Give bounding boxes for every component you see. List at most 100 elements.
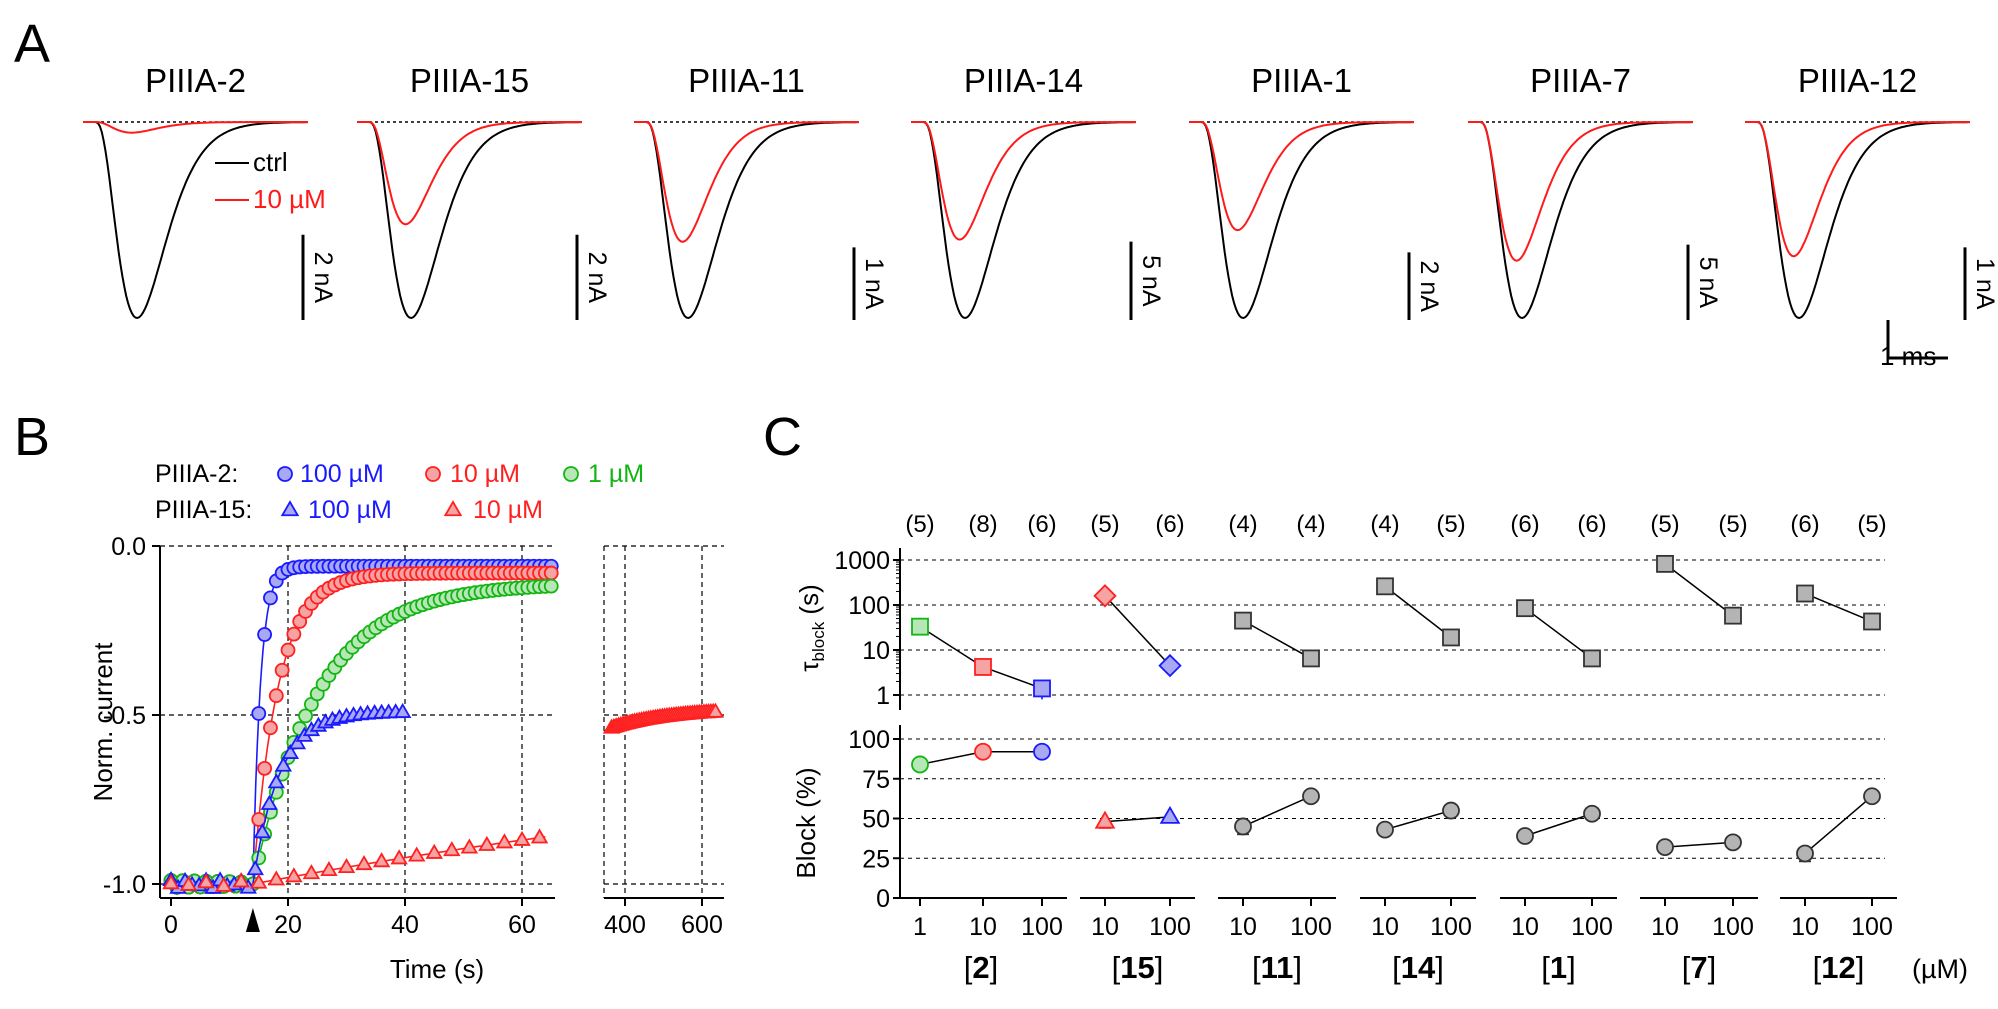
tau-line-15 [1104,595,1171,667]
tau-point-15-10 [1093,584,1117,608]
point-piiia-2-10-m [268,688,284,704]
group-bracket-close: ] [990,950,999,985]
n-label: (6) [1577,511,1606,538]
legend-ctrl-label: ctrl [253,147,288,177]
c-conc-label: 100 [1851,913,1893,941]
group-label-2: [2] [964,950,999,985]
time-scale-label: 1 ms [1880,341,1936,371]
legend-b-15-10-label: 10 µM [473,496,543,524]
group-bracket-open: [ [1541,950,1550,985]
point-piiia-15-10-m [214,876,233,892]
tau-point-7-100 [1724,606,1742,625]
n-label: (5) [1090,511,1119,538]
c-conc-label: 100 [1021,913,1063,941]
group-bracket-open: [ [1682,950,1691,985]
point-piiia-15-100-m [288,734,307,750]
tau-point-1-100 [1583,649,1601,668]
scale-label-piiia-12: 1 nA [1971,258,1998,310]
trace-title-piiia-11: PIIIA-11 [688,62,805,99]
block-point-15-100 [1159,805,1181,824]
block-point-2-100 [1033,742,1051,761]
point-piiia-15-10-m [478,835,496,851]
group-bracket-open: [ [1813,950,1822,985]
c-tau-symbol: τ [794,661,824,672]
toxin-trace-piiia-14 [911,121,1136,241]
panel-label-b: B [14,407,50,467]
panel-c-summary: (5) (8) (6) (5) (6) (4) (4) (4) (5) (6) (6) (5) (5) (… [834,511,1897,985]
b-y-tick-label: -1.0 [103,871,146,899]
tau-point-7-10 [1656,554,1674,573]
panel-b-timecourse: 0.0 -0.5 -1.0 0 20 40 60 400 600 [103,466,725,939]
group-bracket-close: ] [1435,950,1444,985]
point-piiia-15-100-m [267,773,286,789]
c-unit-label: (µM) [1912,954,1968,984]
c-tau-tick-label: 100 [848,592,890,620]
point-piiia-2-1-m [543,578,559,594]
n-label: (5) [1857,511,1886,538]
block-point-12-100 [1863,787,1881,806]
legend-b-marker-1 [425,466,441,482]
group-bracket-open: [ [1252,950,1261,985]
tau-line-12 [1804,592,1873,623]
tau-point-1-10 [1516,599,1534,618]
scale-label-piiia-15: 2 nA [583,252,611,304]
block-point-2-10 [974,742,992,761]
point-piiia-15-10-m [372,852,391,868]
block-line-11 [1242,795,1312,828]
point-piiia-2-10-m [274,662,290,678]
legend-b-marker-2 [563,466,579,482]
point-piiia-15-10-m [407,846,426,862]
block-line-14 [1384,809,1452,831]
group-label-1: [1] [1541,950,1576,985]
point-piiia-15-10-m-late [706,702,725,718]
point-piiia-15-100-m [274,756,293,772]
c-conc-label: 10 [969,913,997,941]
point-piiia-15-10-m [302,864,321,880]
n-label: (4) [1296,511,1325,538]
block-point-11-100 [1302,787,1320,806]
group-label-15: [15] [1112,950,1164,985]
b-x-tick-label: 0 [164,911,178,939]
block-point-1-10 [1516,827,1534,845]
legend-b-marker-3 [280,500,300,517]
c-tau-subscript: block [809,621,828,661]
c-block-axis-title: Block (%) [791,767,821,878]
n-label: (5) [1436,511,1465,538]
block-point-14-10 [1376,820,1394,839]
b-x-axis-title: Time (s) [390,954,484,984]
block-line-12 [1804,795,1873,855]
panel-label-c: C [763,407,802,467]
point-piiia-15-10-m [320,861,338,877]
panel-a-traces: PIIIA-2 2 nA PIIIA-15 2 nA PIIIA-11 1 nA PIIIA… [83,62,1998,360]
point-piiia-2-10-m [280,642,296,658]
group-label-7: [7] [1682,950,1717,985]
c-conc-label: 100 [1290,913,1332,941]
toxin-trace-piiia-15 [357,121,582,226]
trace-title-piiia-15: PIIIA-15 [410,62,529,99]
c-block-tick-label: 50 [862,806,890,834]
point-piiia-15-100-m [253,823,271,839]
c-block-tick-label: 100 [848,726,890,754]
scale-label-piiia-11: 1 nA [860,258,888,310]
c-conc-label: 100 [1149,913,1191,941]
scale-label-piiia-2: 2 nA [309,252,337,304]
tau-point-12-100 [1863,612,1881,631]
group-label-12: [12] [1813,950,1865,985]
point-piiia-15-10-m [197,873,215,889]
ctrl-trace-piiia-11 [634,121,859,320]
c-conc-label: 10 [1371,913,1399,941]
time-scale-bar [1886,320,1948,360]
block-point-15-10 [1094,810,1116,829]
tau-point-15-100 [1158,653,1182,678]
point-piiia-2-10-m [286,626,302,642]
group-number: 14 [1401,950,1436,985]
c-tau-axis-title: τblock (s) [794,584,828,672]
toxin-trace-piiia-7 [1468,121,1693,262]
c-conc-label: 10 [1791,913,1819,941]
group-bracket-open: [ [1112,950,1121,985]
point-piiia-15-10-m [285,867,303,883]
group-label-14: [14] [1392,950,1444,985]
group-bracket-close: ] [1155,950,1164,985]
block-line-1 [1524,813,1593,837]
